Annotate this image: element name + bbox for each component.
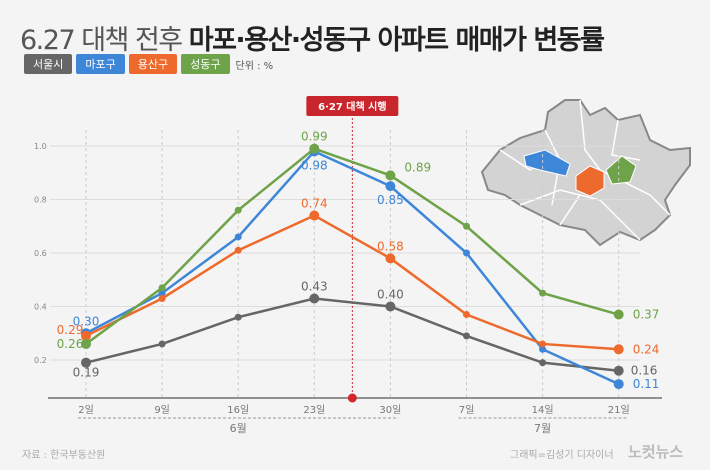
data-point [539, 340, 547, 348]
data-point [158, 294, 166, 302]
x-tick-label: 9일 [154, 404, 170, 416]
data-label: 0.40 [377, 288, 404, 302]
series-line-2 [85, 214, 619, 351]
data-point [613, 365, 624, 376]
x-tick-label: 21일 [608, 404, 630, 416]
data-label: 0.30 [73, 314, 100, 328]
data-point [234, 233, 242, 241]
data-point [613, 309, 624, 320]
x-tick-label: 16일 [227, 404, 249, 416]
data-label: 0.43 [301, 279, 328, 293]
data-label: 0.26 [57, 337, 84, 351]
data-point [539, 359, 547, 367]
data-point [309, 143, 320, 154]
x-tick-label: 23일 [303, 404, 325, 416]
legend: 서울시 마포구 용산구 성동구 단위 : % [24, 54, 273, 74]
y-tick-label: 0.8 [34, 196, 47, 205]
data-point [158, 284, 166, 292]
data-point [81, 330, 91, 341]
y-tick-label: 0.6 [34, 249, 47, 258]
policy-badge [306, 96, 399, 116]
data-point [81, 338, 91, 349]
map-seongdong [605, 155, 637, 185]
data-label: 0.11 [633, 377, 660, 391]
data-point [613, 379, 624, 390]
title-bold: 마포·용산·성동구 아파트 매매가 변동률 [188, 25, 605, 56]
chart-title: 6.27 대책 전후 마포·용산·성동구 아파트 매매가 변동률 [20, 18, 605, 57]
data-point [234, 206, 242, 214]
data-label: 0.89 [404, 160, 431, 174]
series-line-0 [85, 297, 619, 372]
source-text: 자료 : 한국부동산원 [22, 450, 106, 461]
x-tick-label: 2일 [78, 404, 94, 416]
data-point [158, 289, 166, 297]
data-label: 0.29 [57, 323, 84, 337]
data-point [158, 340, 166, 348]
data-point [81, 357, 91, 368]
data-point [539, 345, 547, 353]
x-tick-label: 7일 [459, 404, 475, 416]
x-tick-label: 30일 [379, 404, 401, 416]
data-label: 0.58 [377, 239, 404, 253]
news-logo: 노컷뉴스 [628, 443, 684, 461]
data-label: 0.37 [633, 308, 660, 322]
y-tick-label: 1.0 [34, 142, 47, 151]
policy-dot [347, 393, 357, 403]
data-point [385, 301, 396, 312]
data-point [385, 253, 396, 264]
unit-label: 단위 : % [235, 60, 274, 72]
y-tick-label: 0.2 [34, 356, 47, 365]
data-point [234, 313, 242, 321]
title-light: 6.27 대책 전후 [20, 25, 183, 56]
series-line-3 [85, 147, 620, 345]
data-label: 0.99 [301, 130, 328, 144]
data-label: 0.74 [301, 197, 328, 211]
legend-chip-3: 성동구 [181, 54, 230, 74]
data-label: 0.24 [633, 342, 660, 356]
map-mapo [523, 149, 571, 177]
x-tick-label: 14일 [532, 404, 554, 416]
data-label: 0.19 [73, 366, 100, 380]
data-point [463, 249, 470, 257]
data-point [463, 222, 470, 230]
data-point [234, 246, 242, 254]
series-line-1 [85, 149, 620, 386]
legend-chip-0: 서울시 [24, 54, 73, 74]
legend-chip-2: 용산구 [128, 54, 178, 74]
data-point [463, 332, 470, 340]
credit-text: 그래픽=김성기 디자이너 [510, 450, 614, 461]
data-point [309, 210, 320, 221]
month-label: 7월 [534, 422, 551, 435]
data-point [385, 181, 396, 192]
policy-label: 6·27 대책 시행 [318, 100, 386, 113]
month-label: 6월 [230, 422, 247, 435]
data-point [385, 170, 396, 181]
data-point [309, 293, 320, 304]
y-tick-label: 0.4 [34, 303, 47, 312]
legend-chip-1: 마포구 [76, 54, 125, 74]
data-point [539, 289, 547, 297]
map-district-border [611, 119, 641, 161]
data-label: 0.85 [377, 193, 404, 207]
map-district-border [579, 99, 601, 171]
data-point [613, 344, 624, 355]
map-yongsan [575, 165, 605, 197]
data-label: 0.98 [301, 158, 328, 172]
data-label: 0.16 [631, 364, 658, 378]
data-point [463, 311, 470, 319]
